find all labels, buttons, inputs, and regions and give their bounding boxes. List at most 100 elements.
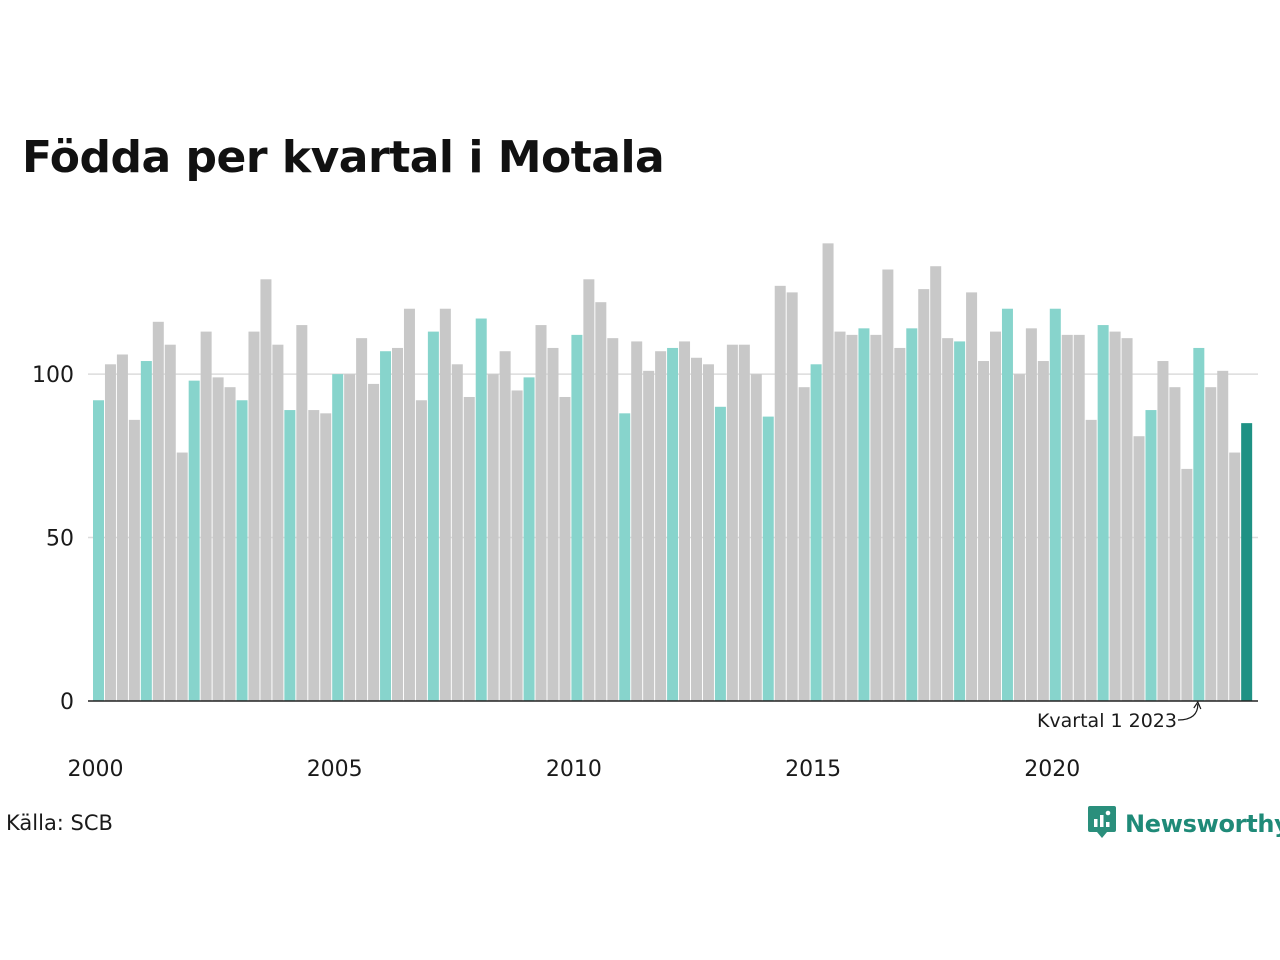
bar <box>475 318 487 701</box>
bar <box>1241 423 1253 701</box>
bar <box>523 377 535 701</box>
bar <box>786 292 798 701</box>
bar <box>499 351 511 701</box>
source-label: Källa: SCB <box>6 811 113 835</box>
bar <box>320 413 332 701</box>
bar <box>643 370 655 701</box>
bar <box>1037 361 1049 701</box>
bar <box>906 328 918 701</box>
bar <box>1097 325 1109 701</box>
bar <box>834 331 846 701</box>
bar <box>1181 468 1193 701</box>
bar <box>272 344 284 701</box>
bar <box>248 331 260 701</box>
bar <box>463 396 475 701</box>
bar <box>236 400 248 701</box>
bar <box>224 387 236 701</box>
bar <box>822 243 834 701</box>
bar <box>954 341 966 701</box>
bar <box>1169 387 1181 701</box>
bar <box>870 334 882 701</box>
bar <box>894 347 906 701</box>
bar <box>451 364 463 701</box>
bar <box>559 396 571 701</box>
annotation-arrow <box>1177 703 1199 721</box>
bar <box>583 279 595 701</box>
bar <box>116 354 128 701</box>
x-tick-label: 2000 <box>68 757 124 782</box>
x-tick-label: 2015 <box>785 757 841 782</box>
bar <box>882 269 894 701</box>
bar <box>655 351 667 701</box>
bar <box>356 338 368 701</box>
bar <box>691 357 702 701</box>
x-tick-label: 2005 <box>307 757 363 782</box>
bar <box>427 331 439 701</box>
bar <box>1145 410 1157 701</box>
bar <box>571 334 583 701</box>
annotation-label: Kvartal 1 2023 <box>1037 710 1177 732</box>
brand-logo[interactable]: Newsworthy <box>1087 804 1280 844</box>
bar <box>212 377 224 701</box>
bar <box>344 374 356 701</box>
bar <box>284 410 296 701</box>
bar <box>930 266 942 701</box>
bar <box>164 344 176 701</box>
x-tick-label: 2010 <box>546 757 602 782</box>
bar <box>1133 436 1145 701</box>
bar <box>619 413 631 701</box>
bar <box>607 338 619 701</box>
bar <box>1229 452 1241 701</box>
bar <box>798 387 810 701</box>
bar <box>1001 308 1013 701</box>
bar <box>439 308 451 701</box>
bar <box>1157 361 1169 701</box>
bar <box>176 452 188 701</box>
bar <box>93 400 104 701</box>
bar <box>726 344 738 701</box>
bar <box>667 347 679 701</box>
bar <box>152 321 164 701</box>
bar <box>188 380 200 701</box>
bar <box>978 361 990 701</box>
bar <box>1049 308 1061 701</box>
bar <box>679 341 691 701</box>
bar <box>810 364 822 701</box>
bar <box>1109 331 1121 701</box>
bar <box>918 289 930 701</box>
bar <box>380 351 392 701</box>
y-tick-label: 100 <box>32 363 74 388</box>
bar <box>1013 374 1025 701</box>
bar <box>368 383 380 701</box>
bar <box>846 334 858 701</box>
bar <box>535 325 547 701</box>
bar <box>296 325 308 701</box>
bar <box>990 331 1001 701</box>
bar <box>738 344 750 701</box>
bar <box>392 347 403 701</box>
x-tick-label: 2020 <box>1024 757 1080 782</box>
bar <box>1121 338 1133 701</box>
y-tick-label: 0 <box>60 690 74 715</box>
bar <box>308 410 320 701</box>
y-tick-label: 50 <box>46 527 74 552</box>
bar <box>415 400 427 701</box>
bar <box>1073 334 1085 701</box>
bar <box>1061 334 1073 701</box>
bar <box>1085 419 1097 701</box>
bar <box>332 374 344 701</box>
bar <box>487 374 499 701</box>
newsworthy-logo-icon <box>1087 804 1117 844</box>
bar <box>1217 370 1229 701</box>
bar <box>128 419 140 701</box>
bar <box>200 331 212 701</box>
chart-title: Födda per kvartal i Motala <box>22 132 665 183</box>
bar <box>702 364 714 701</box>
bar <box>762 416 774 701</box>
bar <box>140 361 152 701</box>
bar <box>547 347 559 701</box>
bar <box>595 302 607 701</box>
brand-name: Newsworthy <box>1125 810 1280 838</box>
bar <box>260 279 272 701</box>
